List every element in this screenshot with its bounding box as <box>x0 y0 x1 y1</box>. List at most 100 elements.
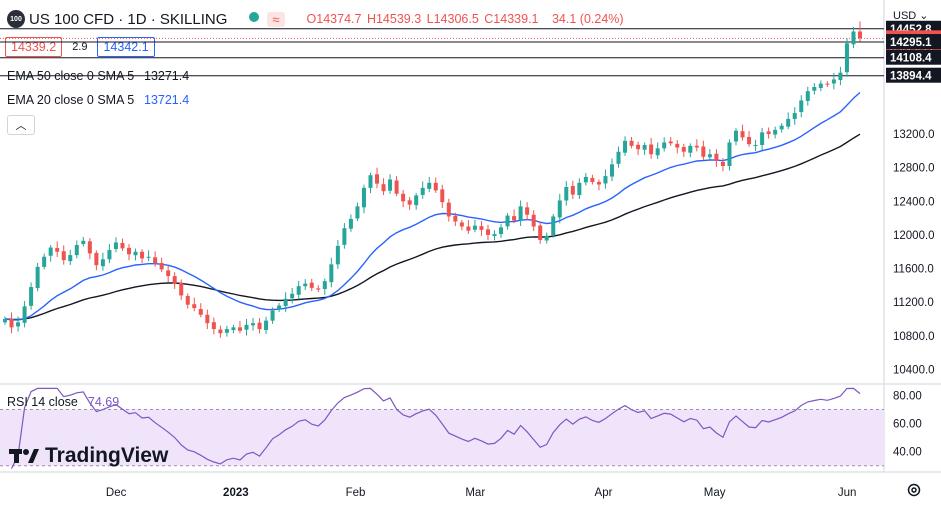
candle-body <box>322 281 327 290</box>
candle-body <box>211 322 216 330</box>
approx-icon[interactable]: ≈ <box>267 11 285 27</box>
bid-ask-panel: 14339.2 2.9 14342.1 <box>5 37 155 57</box>
gear-icon[interactable] <box>906 482 922 502</box>
candle-body <box>707 154 712 158</box>
candle-body <box>2 318 8 323</box>
candle-body <box>113 242 118 250</box>
price-tick-label: 11200.0 <box>893 297 934 309</box>
candle-body <box>694 145 699 148</box>
candle-body <box>603 176 608 184</box>
candle-body <box>74 245 79 256</box>
currency-selector[interactable]: USD ⌄ <box>893 10 929 22</box>
ema50-label: EMA 50 close 0 SMA 5 <box>7 69 135 83</box>
rsi-value: 74.69 <box>87 395 120 409</box>
ema20-legend[interactable]: EMA 20 close 0 SMA 5 13721.4 <box>7 93 189 107</box>
candle-body <box>512 216 517 221</box>
candle-body <box>205 314 210 324</box>
candle-body <box>557 200 562 218</box>
candle-body <box>799 100 804 113</box>
price-tick-label: 11600.0 <box>893 264 934 276</box>
candle-body <box>857 31 863 39</box>
candle-body <box>479 226 484 230</box>
ohlc-legend: O14374.7 H14539.3 L14306.5 C14339.1 34.1… <box>307 12 626 26</box>
candle-body <box>681 147 686 152</box>
candle-body <box>525 207 530 215</box>
candle-body <box>453 215 458 222</box>
candle-body <box>237 327 242 331</box>
tradingview-logo-icon <box>9 449 39 463</box>
candle-body <box>668 141 673 144</box>
ema50-line <box>4 133 861 321</box>
price-axis: 13200.0 12800.0 12400.0 12000.0 11600.0 11200… <box>893 129 935 376</box>
chevron-up-icon: ︿ <box>15 120 27 132</box>
price-label-box <box>886 20 941 36</box>
candle-body <box>851 31 856 45</box>
time-tick-label: 2023 <box>223 487 249 499</box>
candle-body <box>61 251 66 261</box>
candle-body <box>172 276 177 284</box>
candle-body <box>166 270 171 277</box>
candle-body <box>22 306 27 323</box>
candle-body <box>753 144 758 146</box>
price-tick-label: 12400.0 <box>893 196 935 208</box>
candle-body <box>564 187 569 201</box>
candle-body <box>335 245 340 265</box>
ema-lines <box>4 91 861 321</box>
rsi-tick-label: 40.00 <box>893 447 922 459</box>
candle-body <box>831 79 836 84</box>
candle-body <box>401 193 406 202</box>
candle-body <box>303 283 308 287</box>
candle-body <box>544 235 549 241</box>
candle-body <box>662 142 667 149</box>
symbol-logo[interactable]: 100 <box>7 10 25 28</box>
candle-body <box>87 241 92 254</box>
candle-body <box>655 148 660 156</box>
collapse-legend-button[interactable]: ︿ <box>7 115 35 135</box>
candle-body <box>838 72 843 80</box>
ohlc-high: H14539.3 <box>366 12 422 26</box>
time-tick-label: May <box>704 487 726 499</box>
candle-body <box>35 266 40 289</box>
market-status[interactable]: ≈ <box>241 11 285 27</box>
candle-body <box>100 259 105 267</box>
time-tick-label: Feb <box>346 487 366 499</box>
candle-body <box>368 175 373 188</box>
rsi-legend[interactable]: RSI 14 close 74.69 <box>7 395 119 409</box>
ema50-value: 13271.4 <box>144 69 190 83</box>
candle-body <box>420 187 425 195</box>
candle-body <box>760 132 765 145</box>
ema50-legend[interactable]: EMA 50 close 0 SMA 5 13271.4 <box>7 69 189 83</box>
tradingview-logo: TradingView <box>9 444 168 468</box>
ema20-line <box>4 91 861 321</box>
candle-body <box>499 227 504 235</box>
symbol-title[interactable]: US 100 CFD · 1D · SKILLING <box>29 10 228 28</box>
candle-body <box>623 140 628 153</box>
candle-body <box>355 206 360 219</box>
tradingview-wordmark: TradingView <box>45 444 169 467</box>
candle-body <box>805 91 810 101</box>
price-label-box <box>886 49 941 65</box>
price-label-text: 14108.4 <box>890 53 932 65</box>
ohlc-low: L14306.5 <box>426 12 479 26</box>
price-label-text: 14295.1 <box>890 37 932 49</box>
candle-body <box>596 181 601 185</box>
chart-header: 100 US 100 CFD · 1D · SKILLING ≈ O14374.… <box>7 10 626 28</box>
candle-body <box>720 161 725 167</box>
candle-body <box>466 226 471 231</box>
candle-body <box>231 327 236 331</box>
candle-body <box>844 43 849 73</box>
candle-body <box>133 251 138 256</box>
candle-body <box>159 262 164 270</box>
candle-body <box>120 242 125 249</box>
candle-body <box>55 248 60 252</box>
price-tick-label: 12000.0 <box>893 230 935 242</box>
sell-button[interactable]: 14339.2 <box>5 37 63 57</box>
price-tick-label: 10800.0 <box>893 331 935 343</box>
candle-body <box>792 113 797 119</box>
buy-button[interactable]: 14342.1 <box>97 37 155 57</box>
candle-body <box>642 144 647 150</box>
price-label-box <box>886 30 941 57</box>
ema20-label: EMA 20 close 0 SMA 5 <box>7 93 135 107</box>
candle-body <box>394 180 399 194</box>
candle-body <box>107 250 112 260</box>
